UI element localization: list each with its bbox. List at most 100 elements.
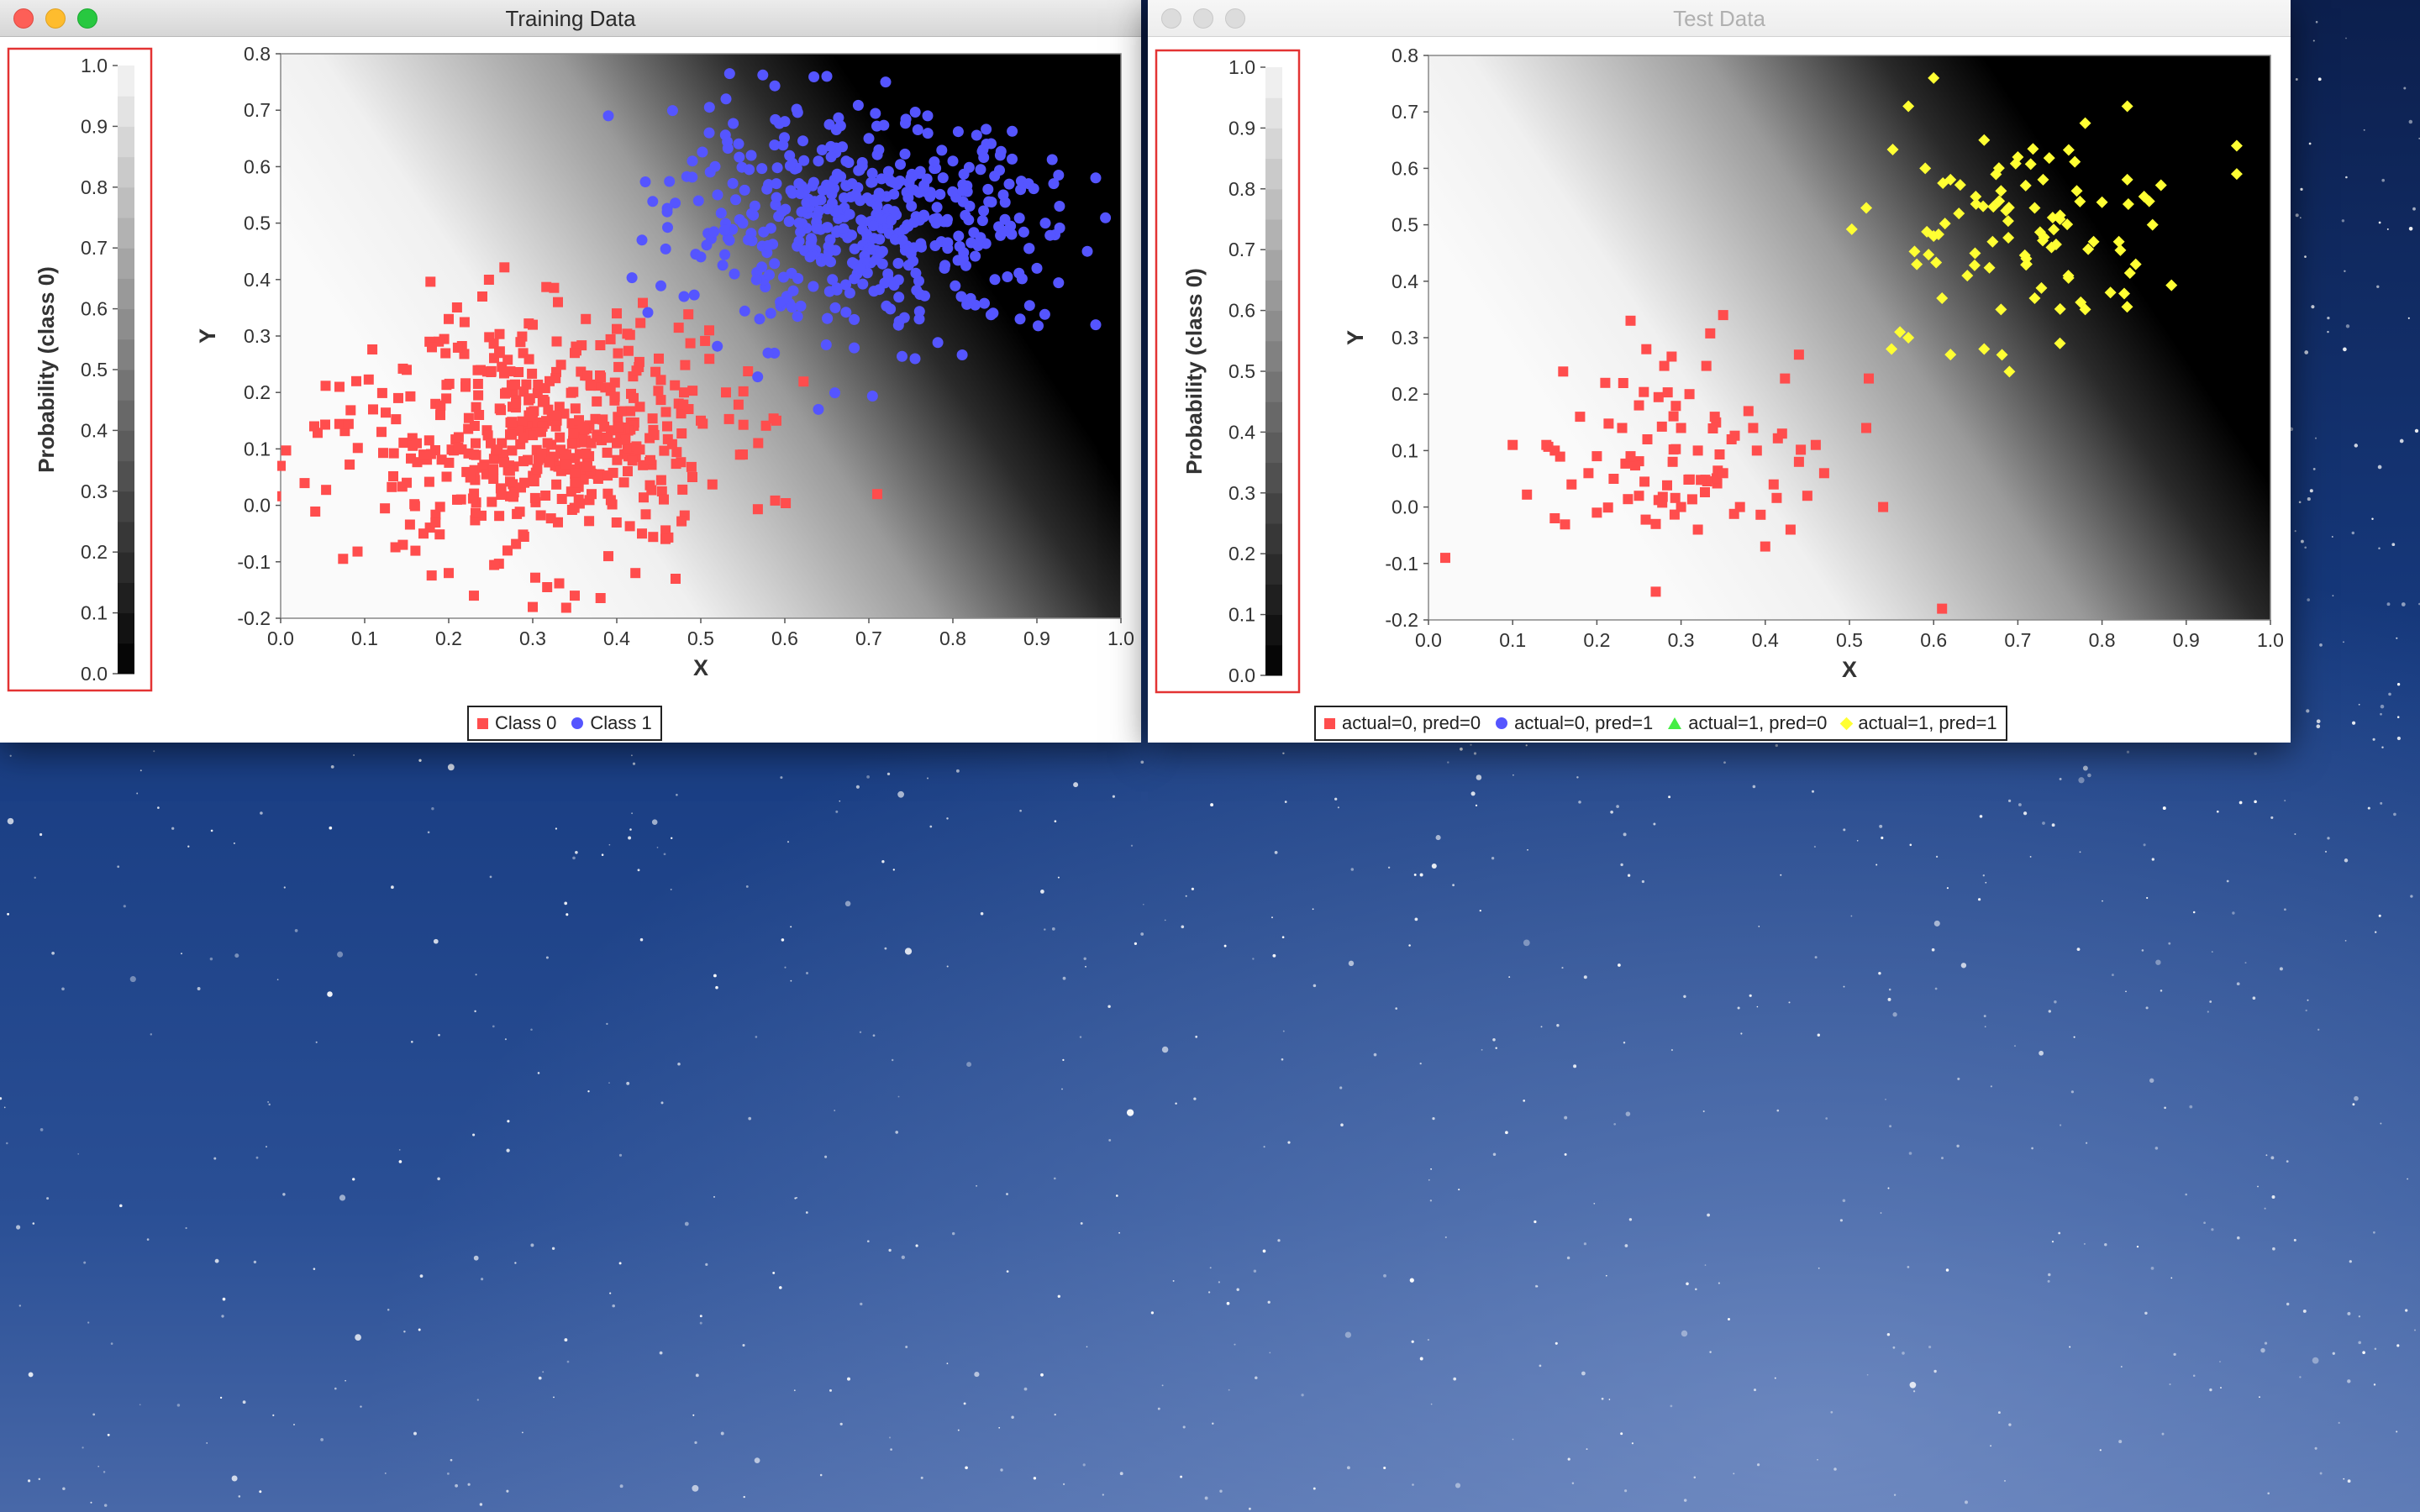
star bbox=[1430, 1403, 1433, 1405]
training-titlebar[interactable]: Training Data bbox=[0, 0, 1141, 37]
data-point bbox=[738, 386, 749, 396]
star bbox=[2031, 1147, 2033, 1150]
star bbox=[2145, 1006, 2149, 1010]
data-point bbox=[680, 360, 691, 370]
data-point bbox=[887, 176, 899, 188]
star bbox=[2086, 1142, 2088, 1144]
star bbox=[1181, 925, 1185, 929]
close-button[interactable] bbox=[1161, 8, 1181, 29]
data-point bbox=[488, 464, 499, 475]
star bbox=[1866, 1373, 1869, 1376]
minimize-button[interactable] bbox=[45, 8, 66, 29]
star bbox=[2396, 1431, 2398, 1433]
star bbox=[699, 1315, 702, 1318]
test-titlebar[interactable]: Test Data bbox=[1148, 0, 2291, 37]
star bbox=[259, 1490, 262, 1494]
star bbox=[1277, 1239, 1281, 1242]
star bbox=[1079, 1036, 1082, 1038]
star bbox=[506, 1489, 509, 1493]
star bbox=[1086, 1346, 1088, 1348]
star bbox=[1812, 790, 1814, 793]
data-point bbox=[351, 375, 361, 386]
minimize-button[interactable] bbox=[1193, 8, 1213, 29]
star bbox=[1492, 1152, 1497, 1156]
close-button[interactable] bbox=[13, 8, 34, 29]
x-tick-label: 0.9 bbox=[2173, 629, 2200, 651]
data-point bbox=[1618, 378, 1628, 388]
data-point bbox=[540, 491, 551, 501]
star bbox=[267, 1101, 269, 1103]
window-title: Test Data bbox=[1673, 6, 1765, 31]
star bbox=[2160, 990, 2163, 992]
data-point bbox=[723, 68, 735, 80]
data-point bbox=[1796, 444, 1807, 455]
data-point bbox=[1977, 200, 1990, 213]
data-point bbox=[499, 457, 509, 468]
star bbox=[1427, 1338, 1430, 1341]
star bbox=[315, 1041, 318, 1043]
data-point bbox=[753, 438, 764, 449]
data-point bbox=[808, 281, 819, 292]
data-point bbox=[686, 461, 697, 472]
x-axis-label: X bbox=[693, 655, 708, 680]
colorbar-step bbox=[118, 218, 134, 249]
data-point bbox=[499, 368, 509, 379]
star bbox=[2380, 712, 2382, 716]
data-point bbox=[529, 476, 539, 486]
zoom-button[interactable] bbox=[77, 8, 97, 29]
data-point bbox=[388, 448, 399, 459]
data-point bbox=[528, 601, 538, 612]
data-point bbox=[676, 428, 687, 438]
colorbar-step bbox=[1265, 158, 1282, 190]
star bbox=[489, 875, 492, 879]
star bbox=[2048, 1273, 2051, 1277]
star bbox=[566, 913, 569, 916]
star bbox=[2312, 468, 2316, 470]
data-point bbox=[811, 223, 823, 234]
star bbox=[2150, 1267, 2154, 1270]
star bbox=[1444, 1236, 1447, 1239]
data-point bbox=[1670, 401, 1681, 412]
star bbox=[2314, 437, 2317, 439]
star bbox=[1080, 1221, 1083, 1225]
star bbox=[2162, 806, 2166, 811]
x-tick-label: 0.0 bbox=[267, 627, 294, 649]
star bbox=[2391, 543, 2396, 547]
star bbox=[276, 979, 279, 981]
data-point bbox=[873, 144, 885, 155]
star bbox=[2371, 517, 2374, 520]
star bbox=[2102, 900, 2103, 902]
data-point bbox=[886, 214, 897, 226]
data-point bbox=[898, 312, 910, 323]
data-point bbox=[1748, 423, 1759, 433]
star bbox=[253, 1260, 257, 1264]
star bbox=[2295, 213, 2299, 218]
star bbox=[2351, 531, 2355, 535]
star bbox=[139, 1404, 141, 1406]
star bbox=[1348, 960, 1355, 967]
data-point bbox=[391, 414, 402, 425]
data-point bbox=[1683, 475, 1694, 485]
star bbox=[2144, 1311, 2148, 1315]
data-point bbox=[822, 312, 834, 324]
colorbar-tick-label: 0.7 bbox=[81, 237, 108, 259]
diamond-marker-icon bbox=[1840, 717, 1854, 730]
star bbox=[1610, 810, 1613, 814]
data-point bbox=[634, 444, 645, 455]
star bbox=[2408, 119, 2413, 124]
star bbox=[330, 764, 334, 769]
star bbox=[472, 1133, 476, 1137]
star bbox=[2343, 347, 2347, 352]
star bbox=[1586, 1448, 1588, 1451]
data-point bbox=[1081, 245, 1093, 257]
data-point bbox=[2037, 173, 2049, 186]
star bbox=[2396, 736, 2401, 741]
data-point bbox=[781, 498, 792, 508]
data-point bbox=[701, 239, 713, 251]
zoom-button[interactable] bbox=[1225, 8, 1245, 29]
star bbox=[1527, 848, 1528, 851]
star bbox=[1965, 1500, 1968, 1504]
data-point bbox=[560, 602, 571, 613]
data-point bbox=[771, 178, 782, 190]
star bbox=[506, 1148, 510, 1152]
